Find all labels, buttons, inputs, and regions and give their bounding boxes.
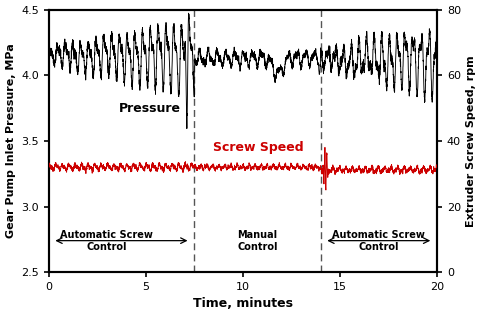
Text: Automatic Screw
Control: Automatic Screw Control xyxy=(332,230,425,252)
Y-axis label: Extruder Screw Speed, rpm: Extruder Screw Speed, rpm xyxy=(467,55,476,227)
Text: Screw Speed: Screw Speed xyxy=(213,141,304,154)
Text: Manual
Control: Manual Control xyxy=(237,230,278,252)
Y-axis label: Gear Pump Inlet Pressure, MPa: Gear Pump Inlet Pressure, MPa xyxy=(6,44,15,238)
X-axis label: Time, minutes: Time, minutes xyxy=(193,297,293,310)
Text: Pressure: Pressure xyxy=(119,102,181,115)
Text: Automatic Screw
Control: Automatic Screw Control xyxy=(60,230,153,252)
